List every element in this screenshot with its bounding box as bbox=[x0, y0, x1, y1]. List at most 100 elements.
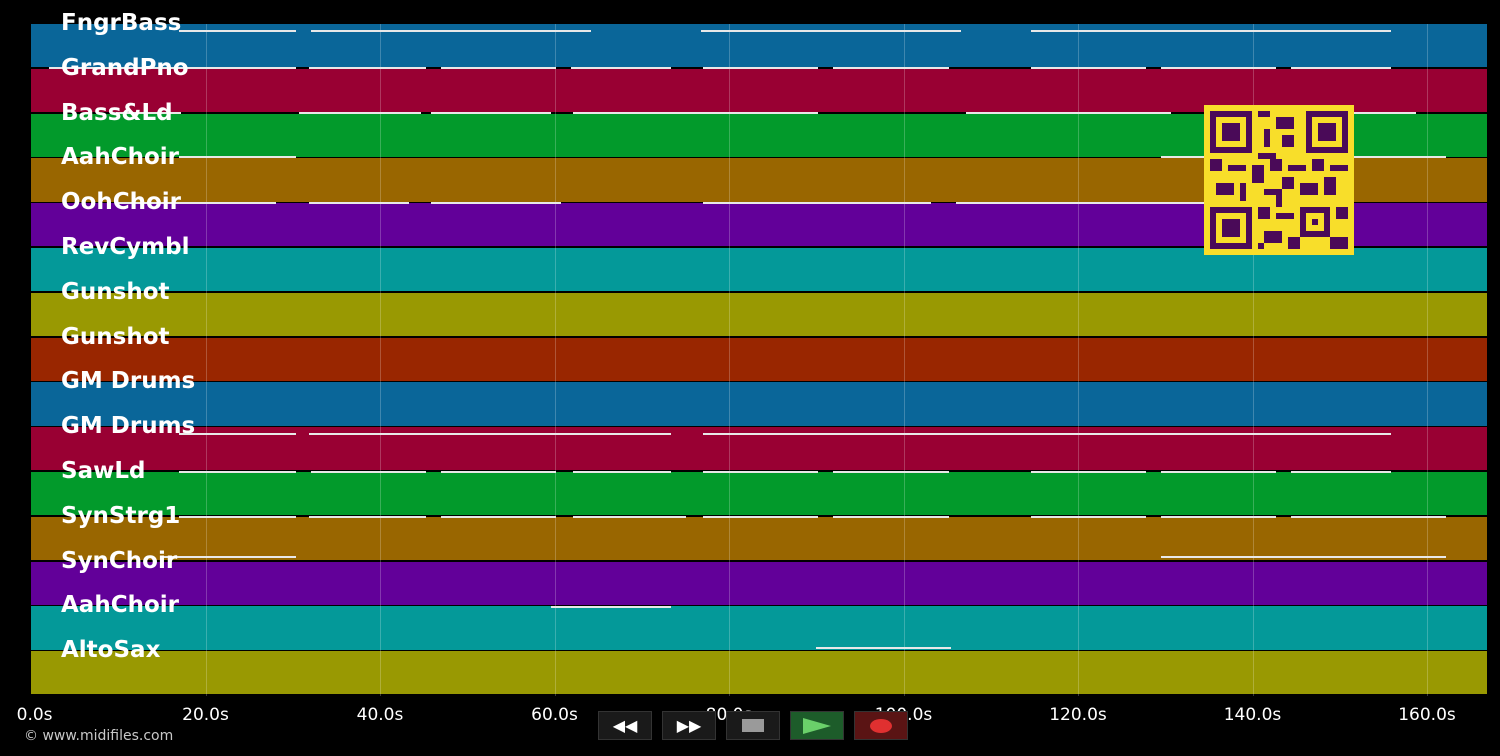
time-tick-label: 40.0s bbox=[356, 705, 404, 725]
fast-forward-icon: ▶▶ bbox=[676, 716, 702, 735]
note-phrase bbox=[833, 516, 949, 518]
track-row[interactable] bbox=[31, 382, 1487, 426]
note-phrase bbox=[1161, 471, 1276, 473]
note-phrase bbox=[1031, 30, 1391, 32]
note-phrase bbox=[309, 67, 426, 69]
track-label: AltoSax bbox=[61, 637, 161, 664]
time-tick-label: 0.0s bbox=[16, 705, 53, 725]
stop-icon bbox=[742, 719, 764, 732]
note-phrase bbox=[179, 30, 296, 32]
grid-line bbox=[1427, 24, 1428, 696]
note-phrase bbox=[1161, 516, 1276, 518]
track-row[interactable] bbox=[31, 516, 1487, 561]
time-tick-label: 20.0s bbox=[182, 705, 229, 725]
note-phrase bbox=[179, 471, 296, 473]
note-phrase bbox=[1031, 67, 1146, 69]
note-phrase bbox=[441, 67, 556, 69]
note-phrase bbox=[573, 471, 671, 473]
play-icon bbox=[803, 717, 831, 734]
note-phrase bbox=[571, 67, 671, 69]
note-phrase bbox=[1031, 516, 1146, 518]
track-label: GrandPno bbox=[61, 54, 189, 81]
track-label: SawLd bbox=[61, 458, 146, 484]
track-label: GM Drums bbox=[61, 413, 196, 440]
note-phrase bbox=[431, 202, 561, 204]
note-phrase bbox=[816, 647, 951, 649]
note-phrase bbox=[441, 471, 556, 473]
track-label: FngrBass bbox=[61, 10, 182, 36]
qr-code-icon bbox=[1204, 105, 1354, 255]
note-phrase bbox=[179, 433, 296, 435]
record-button[interactable] bbox=[854, 711, 908, 740]
track-label: SynChoir bbox=[61, 547, 178, 574]
note-phrase bbox=[1291, 516, 1446, 518]
stop-button[interactable] bbox=[726, 711, 780, 740]
track-row[interactable] bbox=[31, 561, 1487, 605]
note-phrase bbox=[573, 112, 818, 114]
note-phrase bbox=[309, 202, 409, 204]
rewind-icon: ◀◀ bbox=[612, 716, 638, 735]
note-phrase bbox=[551, 606, 671, 608]
note-phrase bbox=[1161, 556, 1446, 558]
grid-line bbox=[554, 24, 556, 696]
track-label: Gunshot bbox=[61, 323, 170, 350]
track-label: AahChoir bbox=[61, 144, 179, 171]
copyright-text: © www.midifiles.com bbox=[24, 728, 174, 744]
note-phrase bbox=[179, 156, 296, 158]
note-phrase bbox=[1291, 67, 1391, 69]
track-label: RevCymbl bbox=[61, 234, 190, 260]
note-phrase bbox=[49, 67, 296, 69]
track-row[interactable] bbox=[31, 292, 1487, 337]
note-phrase bbox=[431, 112, 551, 114]
track-row[interactable] bbox=[31, 337, 1487, 381]
track-row[interactable] bbox=[31, 606, 1487, 650]
note-phrase bbox=[161, 556, 296, 558]
grid-line bbox=[205, 24, 207, 696]
note-phrase bbox=[833, 471, 949, 473]
note-phrase bbox=[1031, 471, 1146, 473]
note-phrase bbox=[116, 202, 276, 204]
note-phrase bbox=[703, 471, 818, 473]
time-tick-label: 160.0s bbox=[1398, 705, 1456, 725]
note-phrase bbox=[441, 516, 556, 518]
note-phrase bbox=[703, 202, 931, 204]
note-phrase bbox=[116, 112, 181, 114]
note-phrase bbox=[299, 112, 421, 114]
qr-code bbox=[1204, 105, 1354, 255]
note-phrase bbox=[309, 516, 426, 518]
track-label: GM Drums bbox=[61, 368, 196, 395]
note-phrase bbox=[1161, 67, 1276, 69]
track-label: AahChoir bbox=[61, 592, 179, 619]
piano-roll[interactable]: FngrBass GrandPno Bass&Ld AahChoir OohChoir R… bbox=[31, 10, 1487, 696]
time-tick-label: 60.0s bbox=[531, 705, 578, 725]
note-phrase bbox=[701, 30, 961, 32]
track-label: OohChoir bbox=[61, 189, 182, 216]
grid-line bbox=[380, 24, 381, 696]
note-phrase bbox=[703, 67, 818, 69]
track-row[interactable] bbox=[31, 68, 1487, 113]
track-label: SynStrg1 bbox=[61, 502, 181, 529]
note-phrase bbox=[311, 471, 426, 473]
note-phrase bbox=[703, 516, 818, 518]
track-row[interactable] bbox=[31, 651, 1487, 695]
note-phrase bbox=[309, 433, 671, 435]
grid-line bbox=[1252, 24, 1254, 696]
grid-line bbox=[729, 24, 730, 696]
grid-line bbox=[1078, 24, 1079, 696]
record-icon bbox=[870, 718, 892, 733]
note-phrase bbox=[311, 30, 591, 32]
track-row[interactable] bbox=[31, 472, 1487, 516]
note-phrase bbox=[703, 433, 1391, 435]
track-row[interactable] bbox=[31, 248, 1487, 292]
track-label: Gunshot bbox=[61, 278, 170, 305]
time-tick-label: 140.0s bbox=[1223, 705, 1282, 725]
note-phrase bbox=[833, 67, 949, 69]
transport-controls: ◀◀ ▶▶ bbox=[598, 711, 908, 740]
note-phrase bbox=[179, 516, 296, 518]
track-label: Bass&Ld bbox=[61, 99, 173, 126]
forward-button[interactable]: ▶▶ bbox=[662, 711, 716, 740]
rewind-button[interactable]: ◀◀ bbox=[598, 711, 652, 740]
play-button[interactable] bbox=[790, 711, 844, 740]
note-phrase bbox=[1291, 471, 1391, 473]
note-phrase bbox=[966, 112, 1171, 114]
